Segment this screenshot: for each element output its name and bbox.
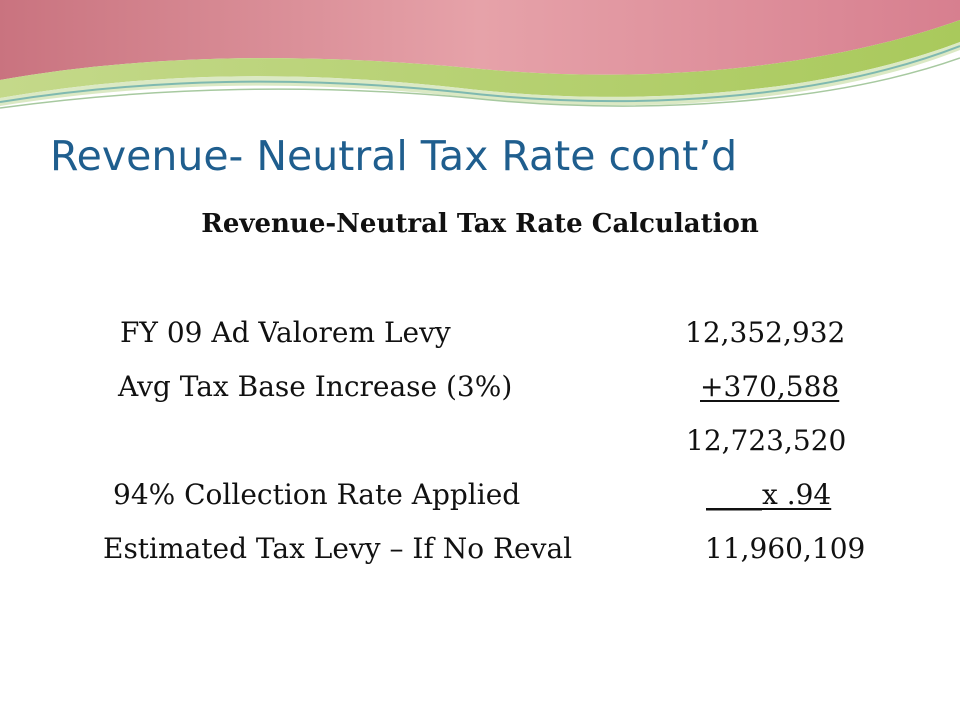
row-value: ____x .94 bbox=[706, 478, 832, 511]
slide-title: Revenue- Neutral Tax Rate cont’d bbox=[50, 132, 738, 180]
calc-row-estimated-levy: Estimated Tax Levy – If No Reval 11,960,… bbox=[0, 532, 960, 572]
calc-row-levy: FY 09 Ad Valorem Levy 12,352,932 bbox=[0, 316, 960, 356]
row-value: 11,960,109 bbox=[705, 532, 866, 565]
row-label: Estimated Tax Levy – If No Reval bbox=[103, 532, 573, 565]
calculation-heading: Revenue-Neutral Tax Rate Calculation bbox=[201, 209, 759, 239]
calc-row-base-increase: Avg Tax Base Increase (3%) +370,588 bbox=[0, 370, 960, 410]
calc-row-subtotal: 12,723,520 bbox=[0, 424, 960, 464]
row-label: Avg Tax Base Increase (3%) bbox=[118, 370, 513, 403]
calc-row-collection-rate: 94% Collection Rate Applied ____x .94 bbox=[0, 478, 960, 518]
row-value: +370,588 bbox=[700, 370, 840, 403]
row-label: 94% Collection Rate Applied bbox=[113, 478, 521, 511]
row-value: 12,723,520 bbox=[686, 424, 847, 457]
row-value: 12,352,932 bbox=[685, 316, 846, 349]
row-label: FY 09 Ad Valorem Levy bbox=[120, 316, 451, 349]
decorative-header-wave bbox=[0, 0, 960, 109]
